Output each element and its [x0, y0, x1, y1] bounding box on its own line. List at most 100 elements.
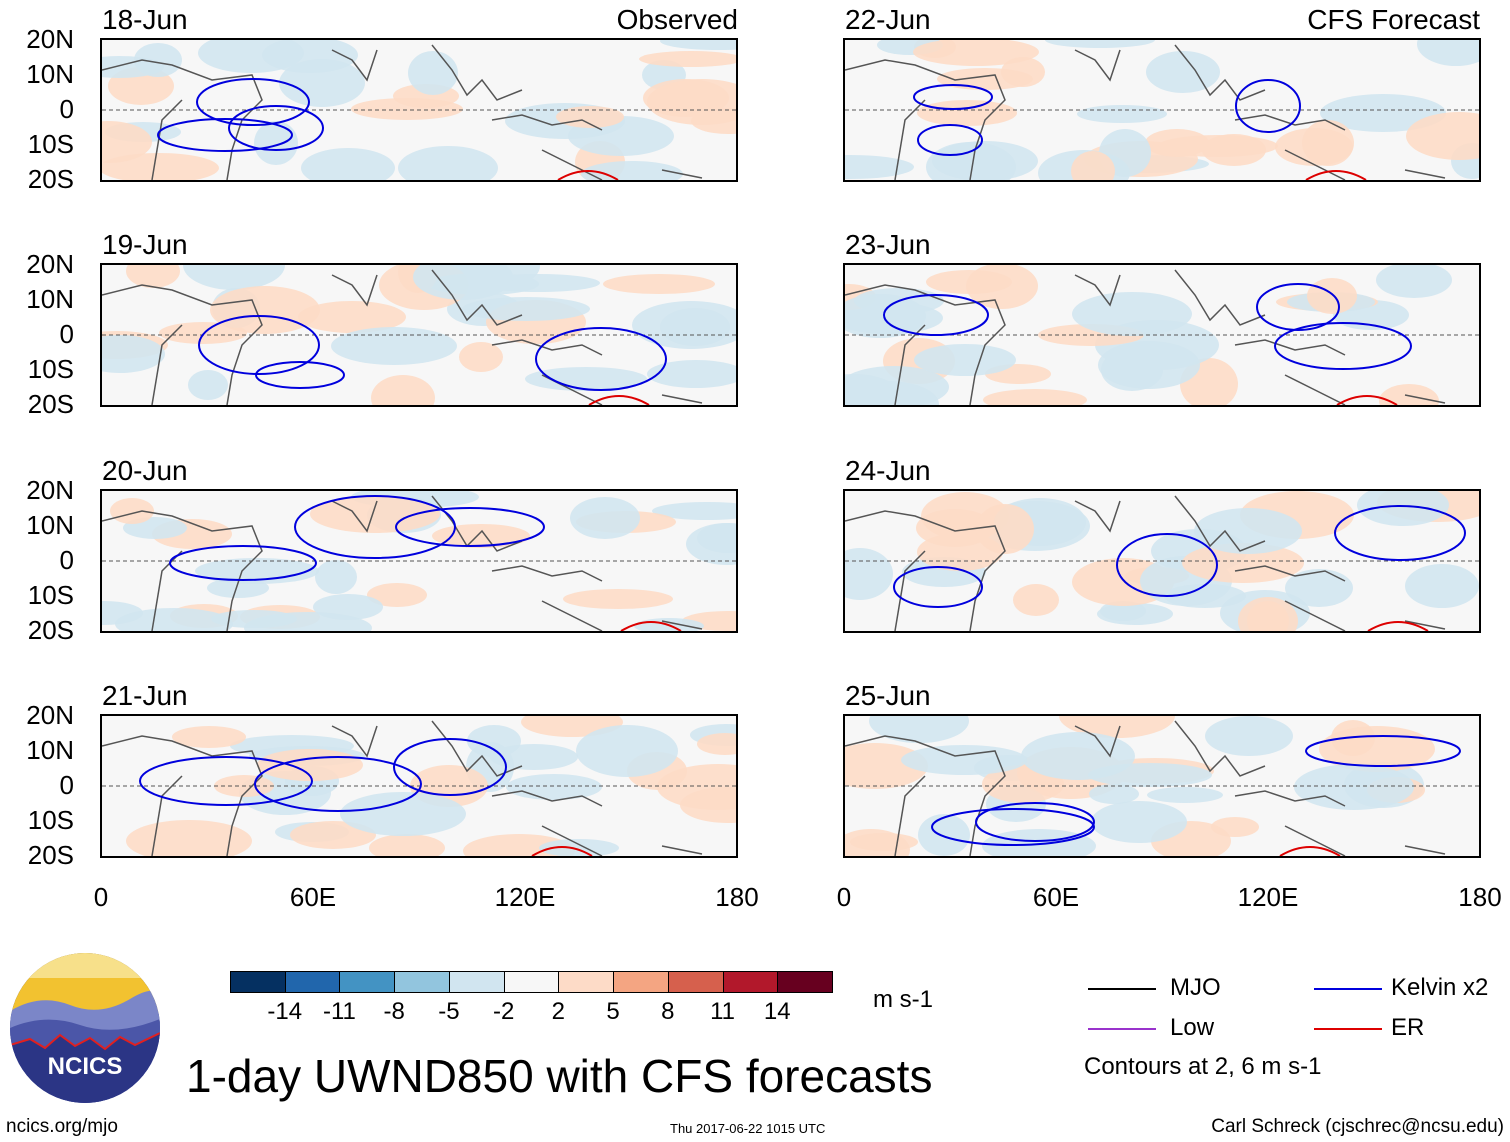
er-contour — [531, 846, 593, 856]
coastline — [1174, 720, 1266, 777]
westerly-anomaly-blob — [680, 787, 736, 823]
lat-tick-label: 10S — [27, 580, 74, 610]
westerly-anomaly-blob — [697, 733, 736, 755]
westerly-anomaly-blob — [913, 40, 1039, 66]
coastline — [431, 495, 523, 552]
legend-line-low — [1088, 1028, 1156, 1030]
ncics-logo: NCICS — [10, 953, 160, 1103]
westerly-anomaly-blob — [459, 342, 503, 372]
kelvin-contour — [1305, 735, 1461, 767]
lon-tick-label: 180 — [1458, 882, 1502, 912]
map-field — [102, 265, 736, 405]
easterly-anomaly-blob — [462, 297, 590, 321]
easterly-anomaly-blob — [1405, 564, 1479, 608]
lon-tick-label: 0 — [93, 882, 109, 912]
easterly-anomaly-blob — [1147, 787, 1223, 803]
map-field — [102, 716, 736, 856]
easterly-anomaly-blob — [1072, 292, 1192, 336]
westerly-anomaly-blob — [1238, 597, 1298, 631]
easterly-anomaly-blob — [918, 814, 970, 856]
kelvin-contour — [1274, 322, 1412, 370]
coastline — [331, 274, 378, 307]
westerly-anomaly-blob — [850, 833, 918, 851]
panel-date-label: 18-Jun — [102, 4, 188, 35]
easterly-anomaly-blob — [632, 301, 736, 349]
kelvin-contour — [254, 756, 422, 812]
colorbar-swatch — [284, 971, 340, 993]
legend-label-er: ER — [1391, 1014, 1425, 1041]
coastline — [491, 790, 603, 807]
coastline — [431, 269, 523, 326]
easterly-anomaly-blob — [1146, 51, 1220, 93]
westerly-anomaly-blob — [556, 106, 624, 128]
easterly-anomaly-blob — [413, 265, 513, 300]
map-field — [845, 40, 1479, 180]
panel-date-label: 20-Jun — [102, 455, 188, 486]
coastline — [894, 324, 926, 405]
colorbar-swatch — [394, 971, 449, 993]
coastline — [491, 114, 603, 131]
legend-label-low: Low — [1170, 1014, 1215, 1041]
westerly-anomaly-blob — [1406, 112, 1479, 160]
kelvin-contour — [139, 756, 313, 806]
lat-tick-label: 20N — [26, 475, 74, 505]
westerly-anomaly-blob — [1379, 384, 1439, 405]
coastline — [1234, 339, 1346, 356]
kelvin-contour — [255, 361, 345, 389]
coastline — [1234, 114, 1346, 131]
kelvin-contour — [883, 294, 989, 336]
coastline — [661, 620, 703, 630]
easterly-anomaly-blob — [1045, 40, 1155, 48]
lat-tick-label: 10S — [27, 129, 74, 159]
legend-line-er — [1314, 1028, 1382, 1030]
kelvin-contour — [931, 808, 1095, 846]
colorbar-tick-label: 5 — [606, 998, 620, 1025]
kelvin-contour — [169, 545, 317, 581]
easterly-anomaly-blob — [1194, 508, 1302, 554]
er-contour — [557, 170, 619, 180]
easterly-anomaly-blob — [686, 523, 736, 565]
coastline — [1074, 49, 1121, 82]
lon-tick-label: 0 — [836, 882, 852, 912]
easterly-anomaly-blob — [301, 148, 395, 180]
easterly-anomaly-blob — [576, 725, 678, 777]
kelvin-contour — [395, 507, 545, 547]
kelvin-contour — [1334, 505, 1466, 561]
kelvin-contour — [294, 495, 456, 559]
legend-label-kelvin: Kelvin x2 — [1391, 974, 1489, 1001]
easterly-anomaly-blob — [1294, 764, 1414, 810]
westerly-anomaly-blob — [210, 286, 320, 334]
colorbar-swatch — [558, 971, 614, 993]
coastline — [894, 550, 926, 631]
cfs-forecast-label: CFS Forecast — [1307, 4, 1480, 35]
colorbar-tick-label: 8 — [661, 998, 675, 1025]
easterly-anomaly-blob — [1091, 801, 1187, 843]
colorbar-unit: m s-1 — [873, 986, 933, 1013]
colorbar-tick-label: -5 — [438, 998, 460, 1025]
coastline — [1174, 269, 1266, 326]
er-contour — [1336, 395, 1398, 405]
coastline — [151, 775, 183, 856]
coastline — [102, 735, 263, 856]
colorbar-swatch — [613, 971, 668, 993]
map-panel-observed — [100, 263, 738, 407]
westerly-anomaly-blob — [172, 726, 246, 748]
westerly-anomaly-blob — [1145, 129, 1209, 157]
easterly-anomaly-blob — [1097, 603, 1173, 625]
easterly-anomaly-blob — [1021, 732, 1135, 780]
lon-tick-label: 60E — [1032, 882, 1080, 912]
westerly-anomaly-blob — [563, 589, 673, 609]
lat-tick-label: 0 — [59, 545, 74, 575]
easterly-anomaly-blob — [901, 745, 1027, 775]
coastline — [431, 44, 523, 101]
map-panel-forecast — [843, 263, 1481, 407]
easterly-anomaly-blob — [331, 327, 457, 365]
coastline — [1284, 825, 1346, 856]
colorbar-swatch — [448, 971, 504, 993]
coastline — [541, 825, 603, 856]
coastline — [845, 59, 1006, 180]
easterly-anomaly-blob — [1417, 40, 1479, 66]
coastline — [541, 600, 603, 631]
lat-tick-label: 10S — [27, 354, 74, 384]
coastline — [1074, 274, 1121, 307]
